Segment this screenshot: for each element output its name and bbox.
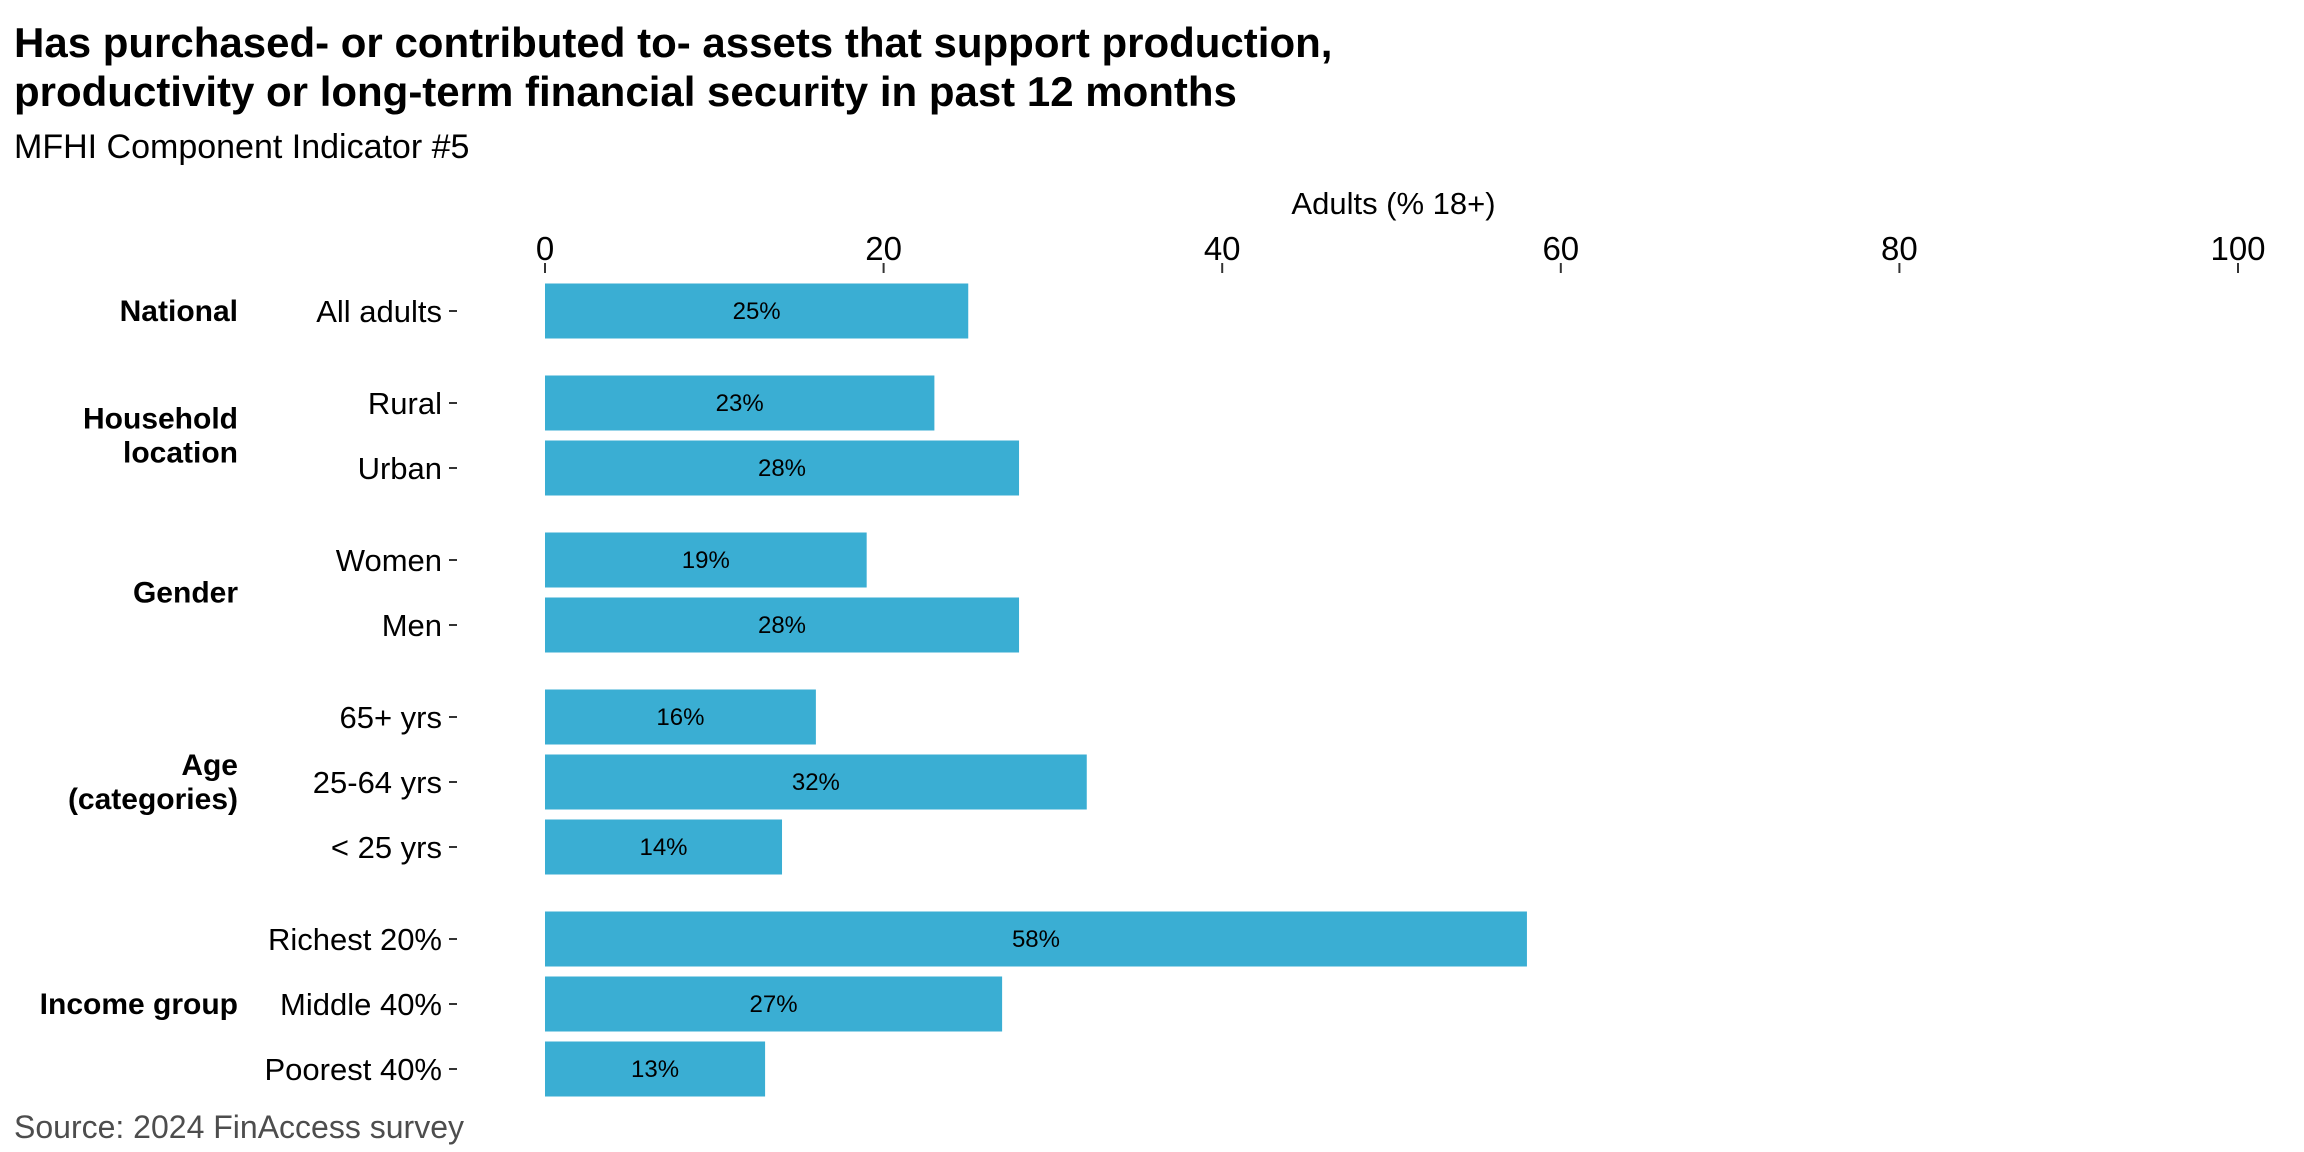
- group-label-line: (categories): [68, 783, 238, 816]
- x-axis-label: Adults (% 18+): [1291, 186, 1495, 221]
- category-label: Women: [336, 543, 442, 578]
- bar-data-label: 27%: [750, 991, 798, 1018]
- bar-data-label: 28%: [758, 455, 806, 482]
- bar: [545, 911, 1527, 967]
- category-label: 65+ yrs: [339, 700, 442, 735]
- bar: [545, 819, 783, 875]
- bar-data-label: 19%: [682, 547, 730, 574]
- bar-data-label: 16%: [656, 704, 704, 731]
- group-label-line: location: [123, 437, 238, 470]
- chart-subtitle: MFHI Component Indicator #5: [14, 128, 470, 166]
- bar: [545, 440, 1020, 496]
- category-label: Poorest 40%: [265, 1052, 443, 1087]
- bar: [545, 597, 1020, 653]
- group-label-line: Income group: [40, 988, 238, 1021]
- chart-title-line-2: productivity or long-term financial secu…: [14, 68, 1237, 115]
- group-label: Household location: [83, 403, 238, 470]
- bar-data-label: 25%: [733, 298, 781, 325]
- group-label: Gender: [133, 577, 238, 610]
- bar-data-label: 32%: [792, 769, 840, 796]
- group-label-line: Gender: [133, 577, 238, 610]
- bar-data-label: 14%: [639, 834, 687, 861]
- category-label: < 25 yrs: [331, 830, 442, 865]
- bar-data-label: 58%: [1012, 926, 1060, 953]
- category-label: Urban: [358, 451, 442, 486]
- source-note: Source: 2024 FinAccess survey: [14, 1109, 464, 1145]
- x-tick-label: 100: [2210, 230, 2265, 267]
- category-label: 25-64 yrs: [313, 765, 442, 800]
- bar: [545, 532, 867, 588]
- x-tick-label: 60: [1542, 230, 1579, 267]
- bar-data-label: 13%: [631, 1056, 679, 1083]
- bar: [545, 976, 1003, 1032]
- group-label-line: Household: [83, 403, 238, 436]
- group-label: Age (categories): [68, 749, 238, 816]
- x-tick-label: 20: [865, 230, 902, 267]
- chart-title: Has purchased- or contributed to- assets…: [14, 18, 1714, 116]
- x-tick-label: 40: [1204, 230, 1241, 267]
- x-tick-label: 80: [1881, 230, 1918, 267]
- x-tick-label: 0: [536, 230, 554, 267]
- category-label: Men: [382, 608, 442, 643]
- category-label: Rural: [368, 386, 442, 421]
- chart-title-line-1: Has purchased- or contributed to- assets…: [14, 19, 1333, 66]
- category-label: All adults: [316, 294, 442, 329]
- bar: [545, 754, 1087, 810]
- category-label: Middle 40%: [280, 987, 442, 1022]
- bar-data-label: 28%: [758, 612, 806, 639]
- bar: [545, 375, 935, 431]
- category-label: Richest 20%: [268, 922, 442, 957]
- group-label-line: National: [120, 295, 238, 328]
- group-label-line: Age: [181, 749, 238, 782]
- bar: [545, 283, 969, 339]
- bar: [545, 689, 816, 745]
- bar: [545, 1041, 766, 1097]
- bar-data-label: 23%: [716, 390, 764, 417]
- group-label: Income group: [40, 988, 238, 1021]
- group-label: National: [120, 295, 238, 328]
